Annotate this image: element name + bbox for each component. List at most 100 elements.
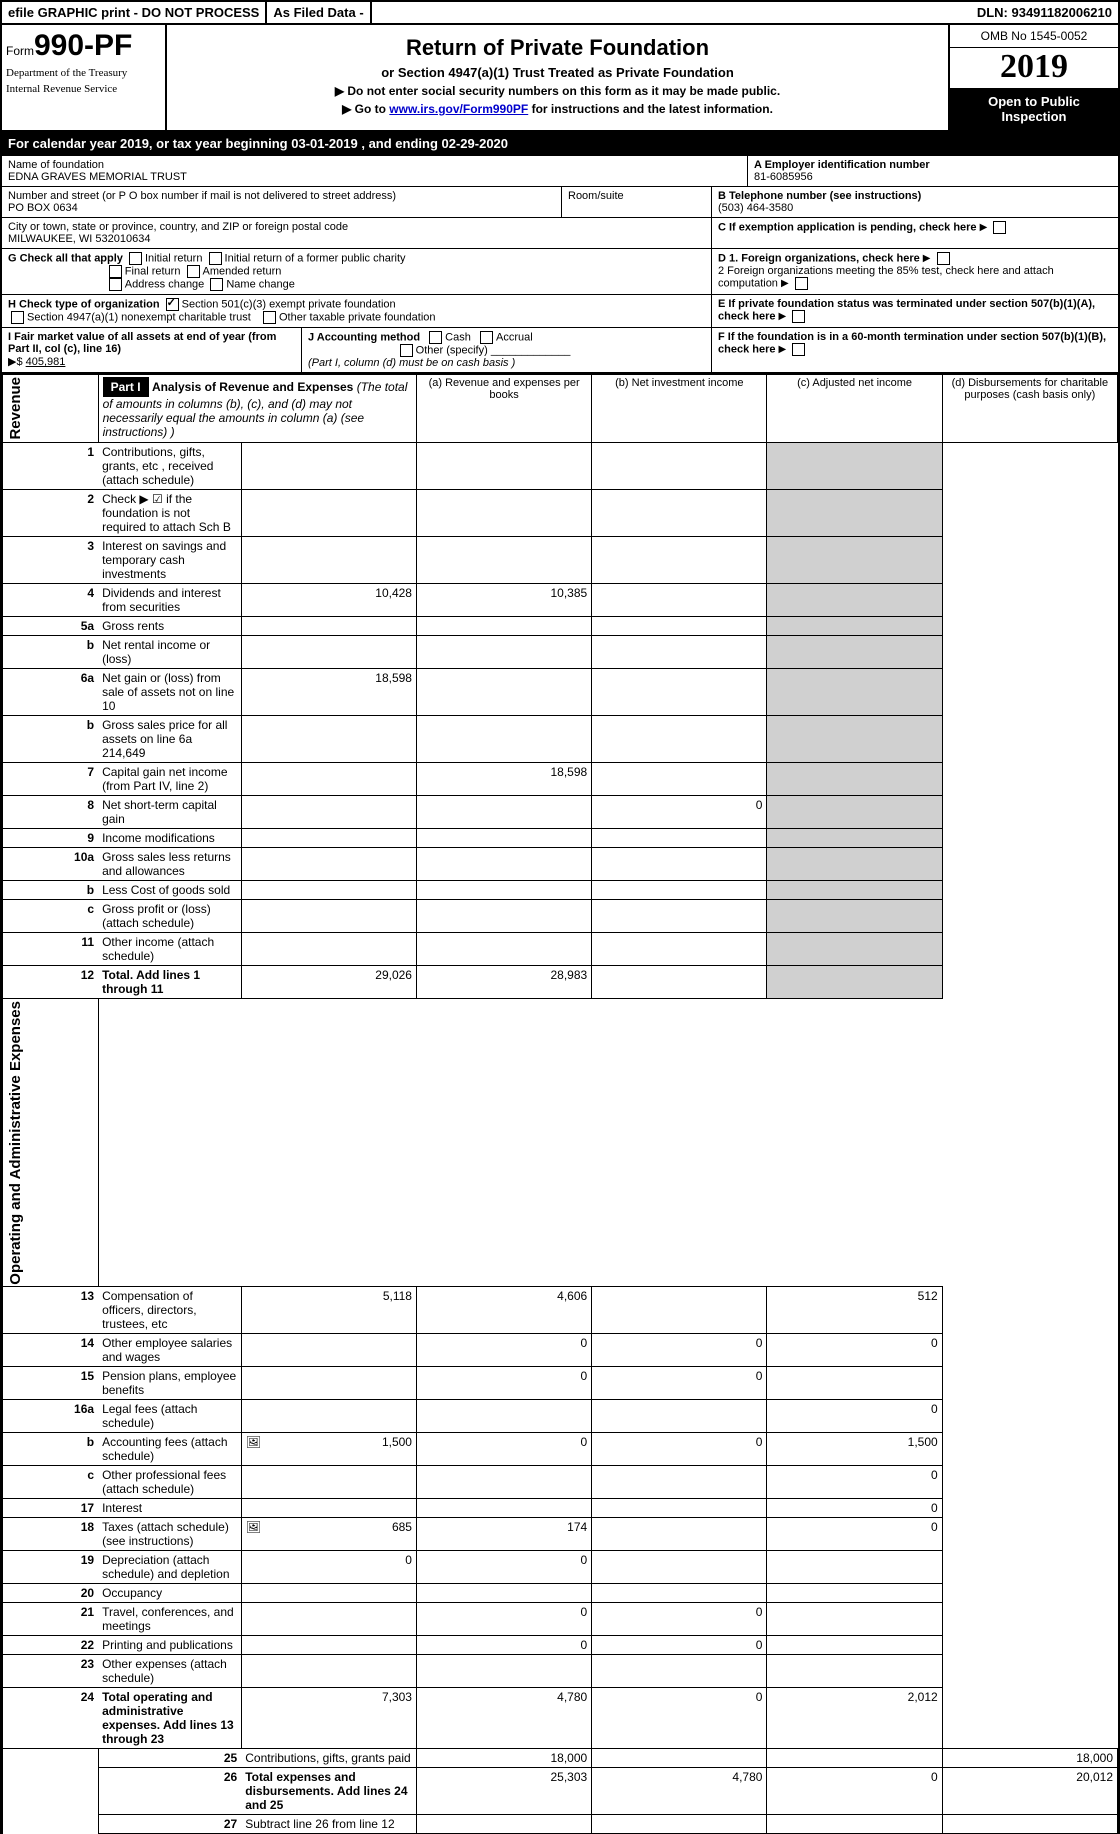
table-row: 21Travel, conferences, and meetings00 <box>3 1603 1118 1636</box>
row-number: 20 <box>3 1584 99 1603</box>
row-ijf: I Fair market value of all assets at end… <box>2 328 1118 374</box>
row-desc: Interest on savings and temporary cash i… <box>98 536 241 583</box>
row-number: b <box>3 880 99 899</box>
d1-checkbox[interactable] <box>937 252 950 265</box>
table-row: 17Interest0 <box>3 1499 1118 1518</box>
part1-title: Analysis of Revenue and Expenses <box>152 380 353 394</box>
row-desc: Travel, conferences, and meetings <box>98 1603 241 1636</box>
foundation-name: EDNA GRAVES MEMORIAL TRUST <box>8 171 741 183</box>
col-a-value: 🖼1,500 <box>241 1433 416 1466</box>
row-number: 2 <box>3 489 99 536</box>
g-address-change[interactable] <box>109 278 122 291</box>
ein-value: 81-6085956 <box>754 171 1112 183</box>
link-icon[interactable]: 🖼 <box>246 1520 261 1534</box>
col-c-value <box>592 1551 767 1584</box>
col-b-value <box>416 1466 591 1499</box>
row-desc: Dividends and interest from securities <box>98 583 241 616</box>
col-b-value <box>416 899 591 932</box>
col-d-value <box>767 583 942 616</box>
col-d-value: 0 <box>767 1499 942 1518</box>
g-final-return[interactable] <box>109 265 122 278</box>
table-row: 18Taxes (attach schedule) (see instructi… <box>3 1518 1118 1551</box>
table-row: 5aGross rents <box>3 616 1118 635</box>
row-number: b <box>3 1433 99 1466</box>
omb-number: OMB No 1545-0052 <box>950 25 1118 48</box>
col-a-value <box>241 1400 416 1433</box>
addr-label: Number and street (or P O box number if … <box>8 190 555 202</box>
row-desc: Gross rents <box>98 616 241 635</box>
col-a-value <box>241 1603 416 1636</box>
j-cash-checkbox[interactable] <box>429 331 442 344</box>
row-number: 19 <box>3 1551 99 1584</box>
j-accrual-checkbox[interactable] <box>480 331 493 344</box>
table-row: cGross profit or (loss) (attach schedule… <box>3 899 1118 932</box>
table-row: 12Total. Add lines 1 through 1129,02628,… <box>3 965 1118 998</box>
col-d-value <box>942 1815 1117 1834</box>
row-desc: Contributions, gifts, grants paid <box>241 1749 416 1768</box>
row-number: 4 <box>3 583 99 616</box>
col-b-header: (b) Net investment income <box>592 375 767 443</box>
col-d-value <box>767 965 942 998</box>
col-a-value <box>241 828 416 847</box>
col-d-value <box>767 762 942 795</box>
row-number: 24 <box>3 1688 99 1749</box>
d1-label: D 1. Foreign organizations, check here <box>718 252 920 264</box>
col-a-value <box>241 762 416 795</box>
g-initial-return[interactable] <box>129 252 142 265</box>
row-desc: Gross sales price for all assets on line… <box>98 715 241 762</box>
h-501c3-checkbox[interactable] <box>166 298 179 311</box>
j-other-checkbox[interactable] <box>400 344 413 357</box>
d2-checkbox[interactable] <box>795 277 808 290</box>
col-a-value <box>241 847 416 880</box>
g-amended-return[interactable] <box>187 265 200 278</box>
city-label: City or town, state or province, country… <box>8 221 705 233</box>
h-4947-checkbox[interactable] <box>11 311 24 324</box>
table-row: 6aNet gain or (loss) from sale of assets… <box>3 668 1118 715</box>
col-b-value: 4,780 <box>592 1768 767 1815</box>
col-c-value <box>592 932 767 965</box>
asfiled-label: As Filed Data - <box>267 2 371 23</box>
c-checkbox[interactable] <box>993 221 1006 234</box>
table-row: 13Compensation of officers, directors, t… <box>3 1287 1118 1334</box>
city-value: MILWAUKEE, WI 532010634 <box>8 233 705 245</box>
col-c-value <box>592 762 767 795</box>
e-checkbox[interactable] <box>792 310 805 323</box>
col-b-value <box>416 442 591 489</box>
row-desc: Total expenses and disbursements. Add li… <box>241 1768 416 1815</box>
row-desc: Total operating and administrative expen… <box>98 1688 241 1749</box>
col-b-value: 0 <box>416 1551 591 1584</box>
f-checkbox[interactable] <box>792 343 805 356</box>
col-d-value <box>767 1551 942 1584</box>
col-c-value <box>592 880 767 899</box>
table-row: 20Occupancy <box>3 1584 1118 1603</box>
arrow-icon <box>980 221 988 233</box>
irs-link[interactable]: www.irs.gov/Form990PF <box>389 102 528 116</box>
table-row: 26Total expenses and disbursements. Add … <box>3 1768 1118 1815</box>
row-desc: Net rental income or (loss) <box>98 635 241 668</box>
col-a-value: 10,428 <box>241 583 416 616</box>
col-a-value <box>241 616 416 635</box>
table-row: cOther professional fees (attach schedul… <box>3 1466 1118 1499</box>
link-icon[interactable]: 🖼 <box>246 1435 261 1449</box>
col-c-value <box>592 828 767 847</box>
col-d-value <box>767 635 942 668</box>
col-c-value: 0 <box>592 795 767 828</box>
g-name-change[interactable] <box>210 278 223 291</box>
h-other-checkbox[interactable] <box>263 311 276 324</box>
col-d-header: (d) Disbursements for charitable purpose… <box>942 375 1117 443</box>
header-middle: Return of Private Foundation or Section … <box>167 25 948 130</box>
col-b-value: 0 <box>416 1603 591 1636</box>
col-a-value <box>241 1334 416 1367</box>
table-row: 15Pension plans, employee benefits00 <box>3 1367 1118 1400</box>
col-b-value <box>592 1815 767 1834</box>
col-c-value <box>592 1499 767 1518</box>
row-number: c <box>3 1466 99 1499</box>
g-initial-former[interactable] <box>209 252 222 265</box>
g-label: G Check all that apply <box>8 252 123 264</box>
col-c-value <box>592 536 767 583</box>
col-a-value <box>241 932 416 965</box>
col-b-value <box>416 489 591 536</box>
row-desc: Subtract line 26 from line 12 <box>241 1815 416 1834</box>
col-c-value <box>592 583 767 616</box>
row-number: 17 <box>3 1499 99 1518</box>
